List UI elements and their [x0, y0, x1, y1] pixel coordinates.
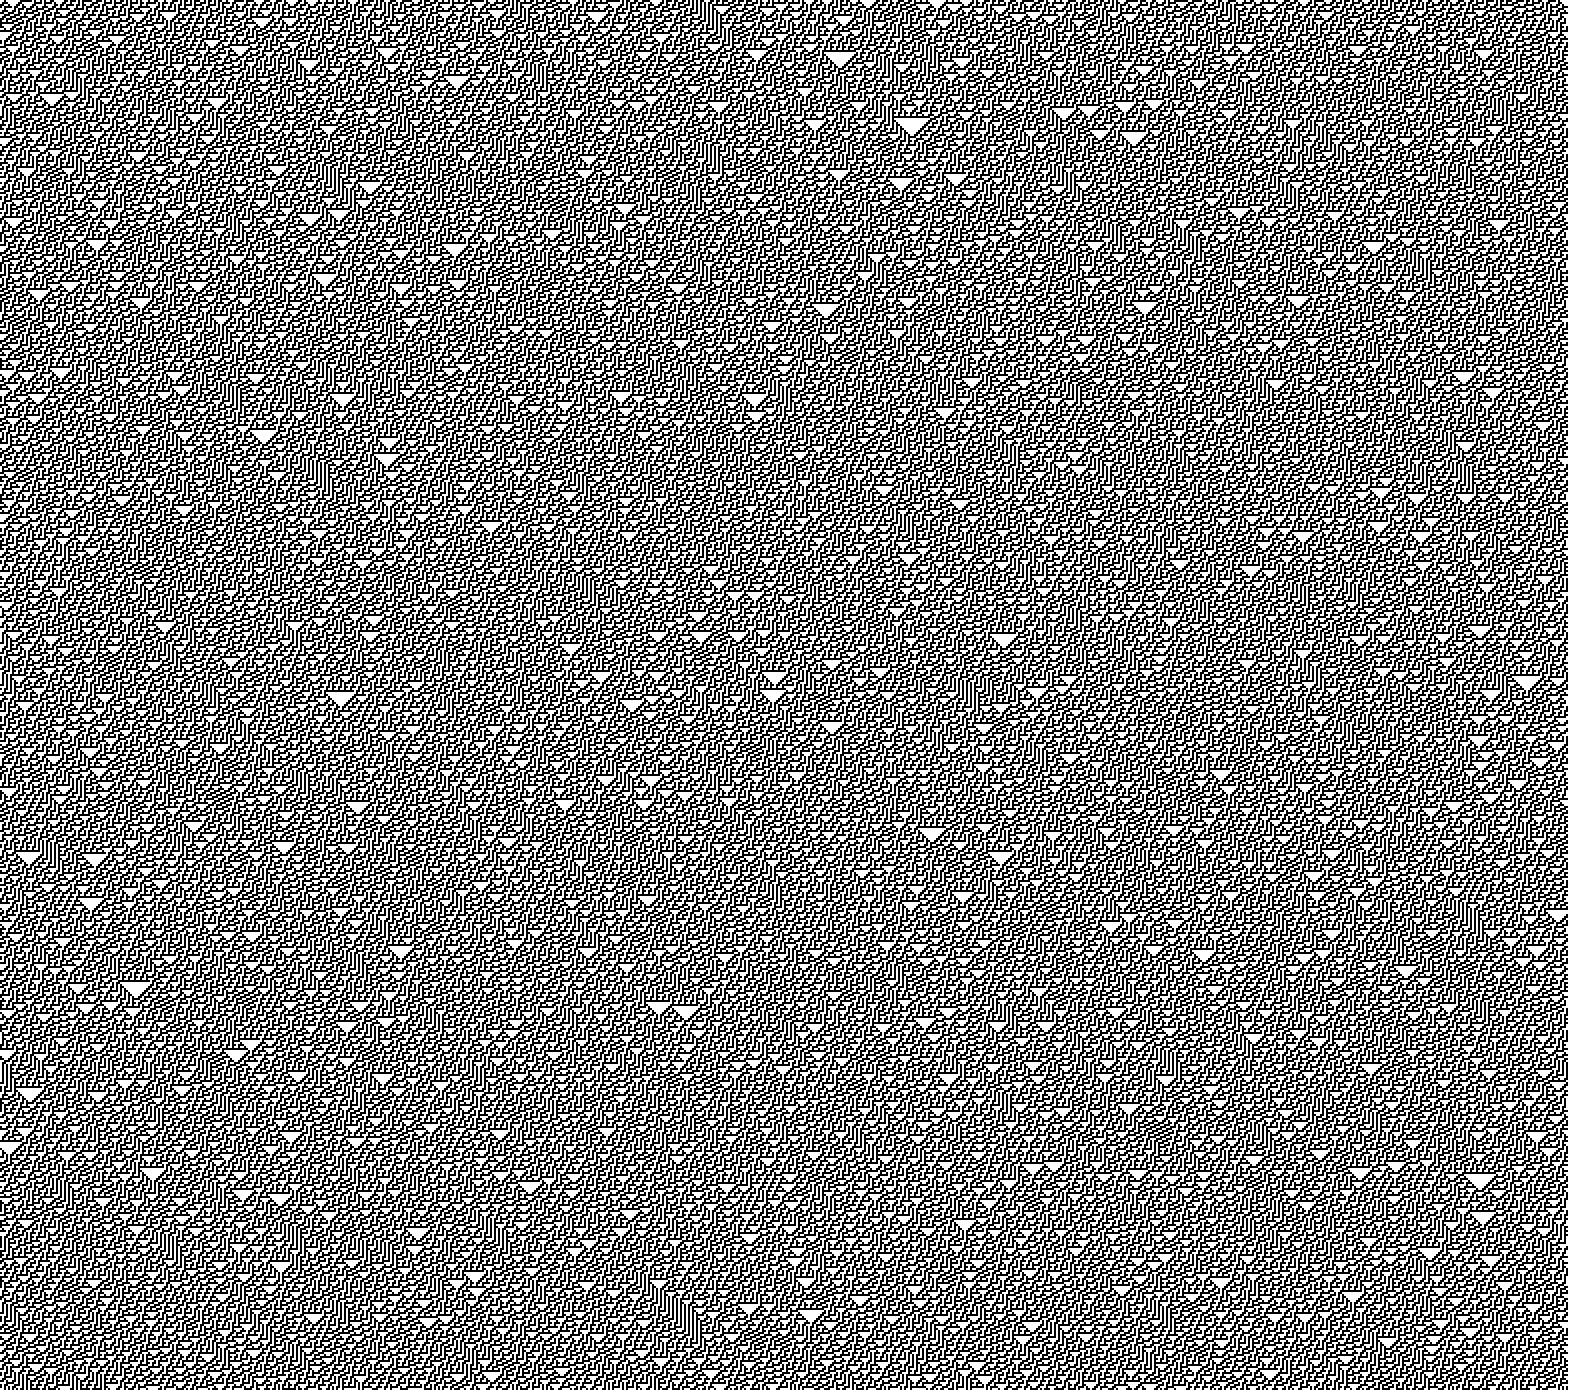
automaton-cells	[0, 800, 1568, 880]
automaton-cells	[0, 1200, 1568, 1280]
automaton-cells	[0, 640, 1568, 720]
automaton-cells	[0, 1360, 1568, 1390]
automaton-cells	[0, 1120, 1568, 1200]
automaton-cells	[0, 400, 1568, 480]
automaton-cells	[0, 480, 1568, 560]
automaton-cells	[0, 960, 1568, 1040]
automaton-cells	[0, 1040, 1568, 1120]
automaton-cells	[0, 1280, 1568, 1360]
automaton-cells	[0, 240, 1568, 320]
automaton-cells	[0, 560, 1568, 640]
automaton-cells	[0, 160, 1568, 240]
automaton-cells	[0, 0, 1568, 80]
automaton-cells	[0, 880, 1568, 960]
automaton-cells	[0, 80, 1568, 160]
automaton-cells	[0, 320, 1568, 400]
automaton-cells	[0, 720, 1568, 800]
